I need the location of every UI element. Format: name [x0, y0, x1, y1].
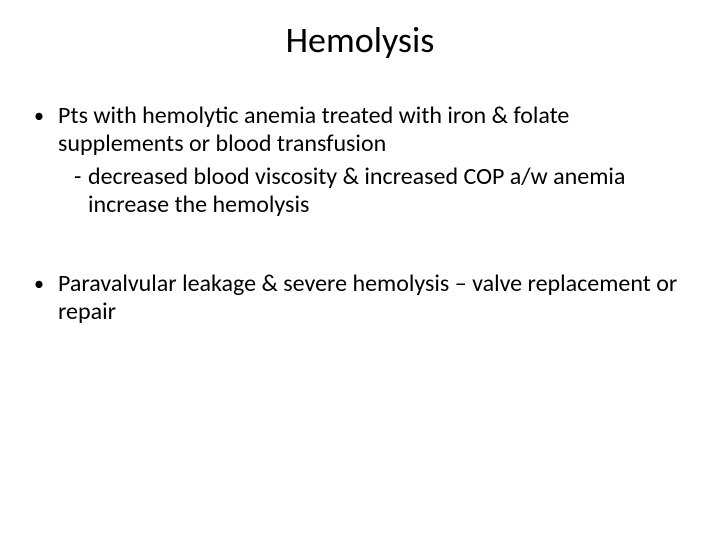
slide: Hemolysis • Pts with hemolytic anemia tr… [0, 0, 720, 540]
bullet-text: Pts with hemolytic anemia treated with i… [58, 102, 688, 157]
bullet-item: • Pts with hemolytic anemia treated with… [32, 102, 688, 157]
slide-body: • Pts with hemolytic anemia treated with… [0, 72, 720, 326]
bullet-item: • Paravalvular leakage & severe hemolysi… [32, 270, 688, 325]
dash-icon: - [74, 163, 88, 218]
slide-title: Hemolysis [0, 0, 720, 72]
sub-bullet-text: decreased blood viscosity & increased CO… [88, 163, 688, 218]
spacer [32, 218, 688, 270]
bullet-glyph-icon: • [32, 270, 58, 325]
bullet-text: Paravalvular leakage & severe hemolysis … [58, 270, 688, 325]
bullet-glyph-icon: • [32, 102, 58, 157]
sub-bullet-item: - decreased blood viscosity & increased … [32, 163, 688, 218]
